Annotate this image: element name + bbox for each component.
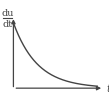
Text: t: t <box>106 84 109 94</box>
Text: du: du <box>1 9 14 18</box>
Text: dt: dt <box>3 20 13 29</box>
